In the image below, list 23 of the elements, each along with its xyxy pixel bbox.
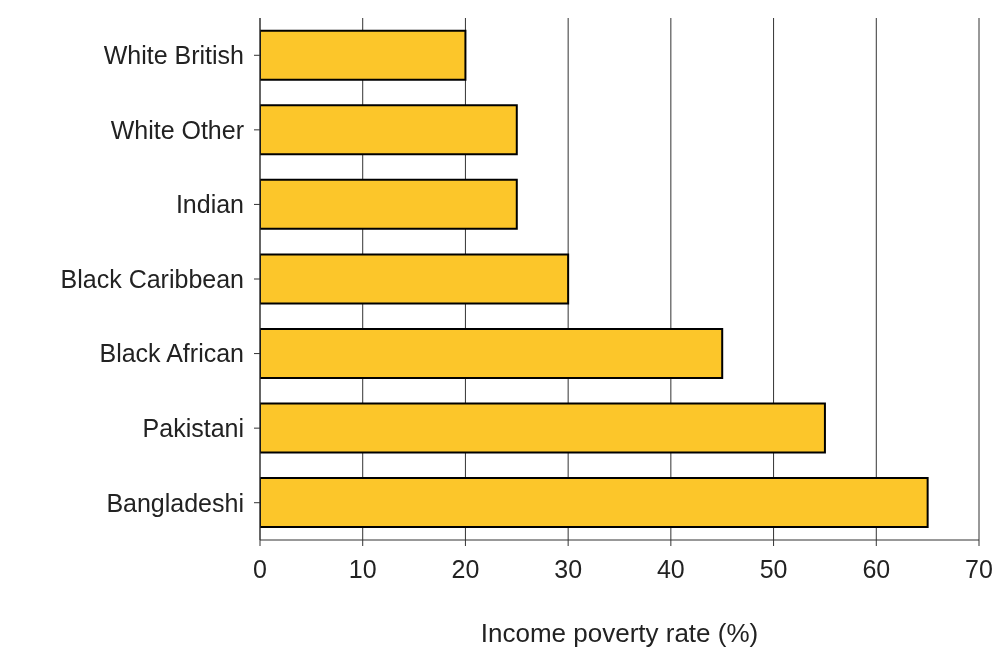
- y-tick-label: White British: [103, 41, 244, 70]
- x-tick-label: 60: [862, 554, 891, 583]
- y-tick-label: Indian: [175, 190, 244, 219]
- bar: [260, 402, 826, 454]
- bar: [260, 477, 929, 529]
- x-tick-label: 10: [348, 554, 377, 583]
- x-tick-label: 40: [656, 554, 685, 583]
- y-tick-label: Black African: [99, 339, 244, 368]
- x-axis-title: Income poverty rate (%): [480, 618, 759, 648]
- bar: [260, 178, 518, 230]
- bar: [260, 327, 724, 379]
- x-tick-label: 0: [253, 554, 267, 583]
- y-tick-label: Bangladeshi: [106, 488, 244, 517]
- x-tick-label: 20: [451, 554, 480, 583]
- bar: [260, 253, 570, 305]
- x-tick-label: 50: [759, 554, 788, 583]
- bar: [260, 104, 518, 156]
- x-tick-label: 30: [554, 554, 583, 583]
- y-tick-label: Pakistani: [142, 414, 244, 443]
- y-tick-label: White Other: [110, 115, 244, 144]
- x-tick-label: 70: [965, 554, 993, 583]
- y-tick-label: Black Caribbean: [60, 264, 244, 293]
- bar: [260, 29, 467, 81]
